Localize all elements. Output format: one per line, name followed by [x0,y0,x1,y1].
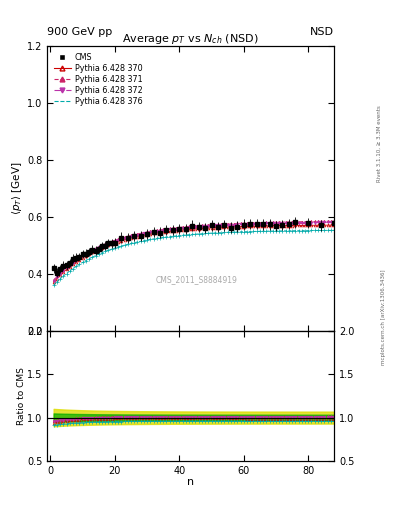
X-axis label: n: n [187,477,194,487]
Pythia 6.428 376 [312,227,317,233]
Title: Average $p_T$ vs $N_{ch}$ (NSD): Average $p_T$ vs $N_{ch}$ (NSD) [122,32,259,46]
Pythia 6.428 371 [58,270,62,276]
Line: Pythia 6.428 371: Pythia 6.428 371 [52,220,336,281]
Line: Pythia 6.428 376: Pythia 6.428 376 [52,228,336,287]
Y-axis label: $\langle p_T \rangle$ [GeV]: $\langle p_T \rangle$ [GeV] [10,162,24,216]
Text: Rivet 3.1.10, ≥ 3.3M events: Rivet 3.1.10, ≥ 3.3M events [377,105,382,182]
Pythia 6.428 372 [132,232,136,239]
Pythia 6.428 371 [216,221,220,227]
Pythia 6.428 372 [312,220,317,226]
Pythia 6.428 370 [312,222,317,228]
Line: Pythia 6.428 372: Pythia 6.428 372 [52,221,336,282]
Pythia 6.428 372 [129,233,133,239]
Pythia 6.428 370 [51,279,56,285]
Pythia 6.428 372 [216,222,220,228]
Pythia 6.428 370 [332,222,336,228]
Text: NSD: NSD [310,27,334,37]
Pythia 6.428 376 [51,282,56,288]
Pythia 6.428 372 [58,271,62,277]
Pythia 6.428 376 [58,276,62,282]
Pythia 6.428 371 [332,218,336,224]
Pythia 6.428 371 [51,277,56,283]
Line: Pythia 6.428 370: Pythia 6.428 370 [52,224,336,283]
Pythia 6.428 371 [312,218,317,224]
Text: CMS_2011_S8884919: CMS_2011_S8884919 [155,275,237,284]
Pythia 6.428 376 [190,231,195,238]
Pythia 6.428 371 [190,223,195,229]
Text: 900 GeV pp: 900 GeV pp [47,27,112,37]
Pythia 6.428 376 [132,240,136,246]
Pythia 6.428 371 [132,231,136,238]
Pythia 6.428 370 [58,272,62,279]
Text: mcplots.cern.ch [arXiv:1306.3436]: mcplots.cern.ch [arXiv:1306.3436] [381,270,386,365]
Pythia 6.428 376 [332,227,336,233]
Pythia 6.428 371 [129,232,133,239]
Pythia 6.428 370 [216,224,220,230]
Pythia 6.428 370 [129,235,133,241]
Pythia 6.428 376 [129,240,133,246]
Y-axis label: Ratio to CMS: Ratio to CMS [17,367,26,425]
Pythia 6.428 370 [190,226,195,232]
Pythia 6.428 370 [132,234,136,240]
Legend: CMS, Pythia 6.428 370, Pythia 6.428 371, Pythia 6.428 372, Pythia 6.428 376: CMS, Pythia 6.428 370, Pythia 6.428 371,… [50,49,145,109]
Pythia 6.428 376 [216,230,220,236]
Pythia 6.428 372 [51,278,56,284]
Pythia 6.428 372 [332,219,336,225]
Pythia 6.428 372 [190,224,195,230]
